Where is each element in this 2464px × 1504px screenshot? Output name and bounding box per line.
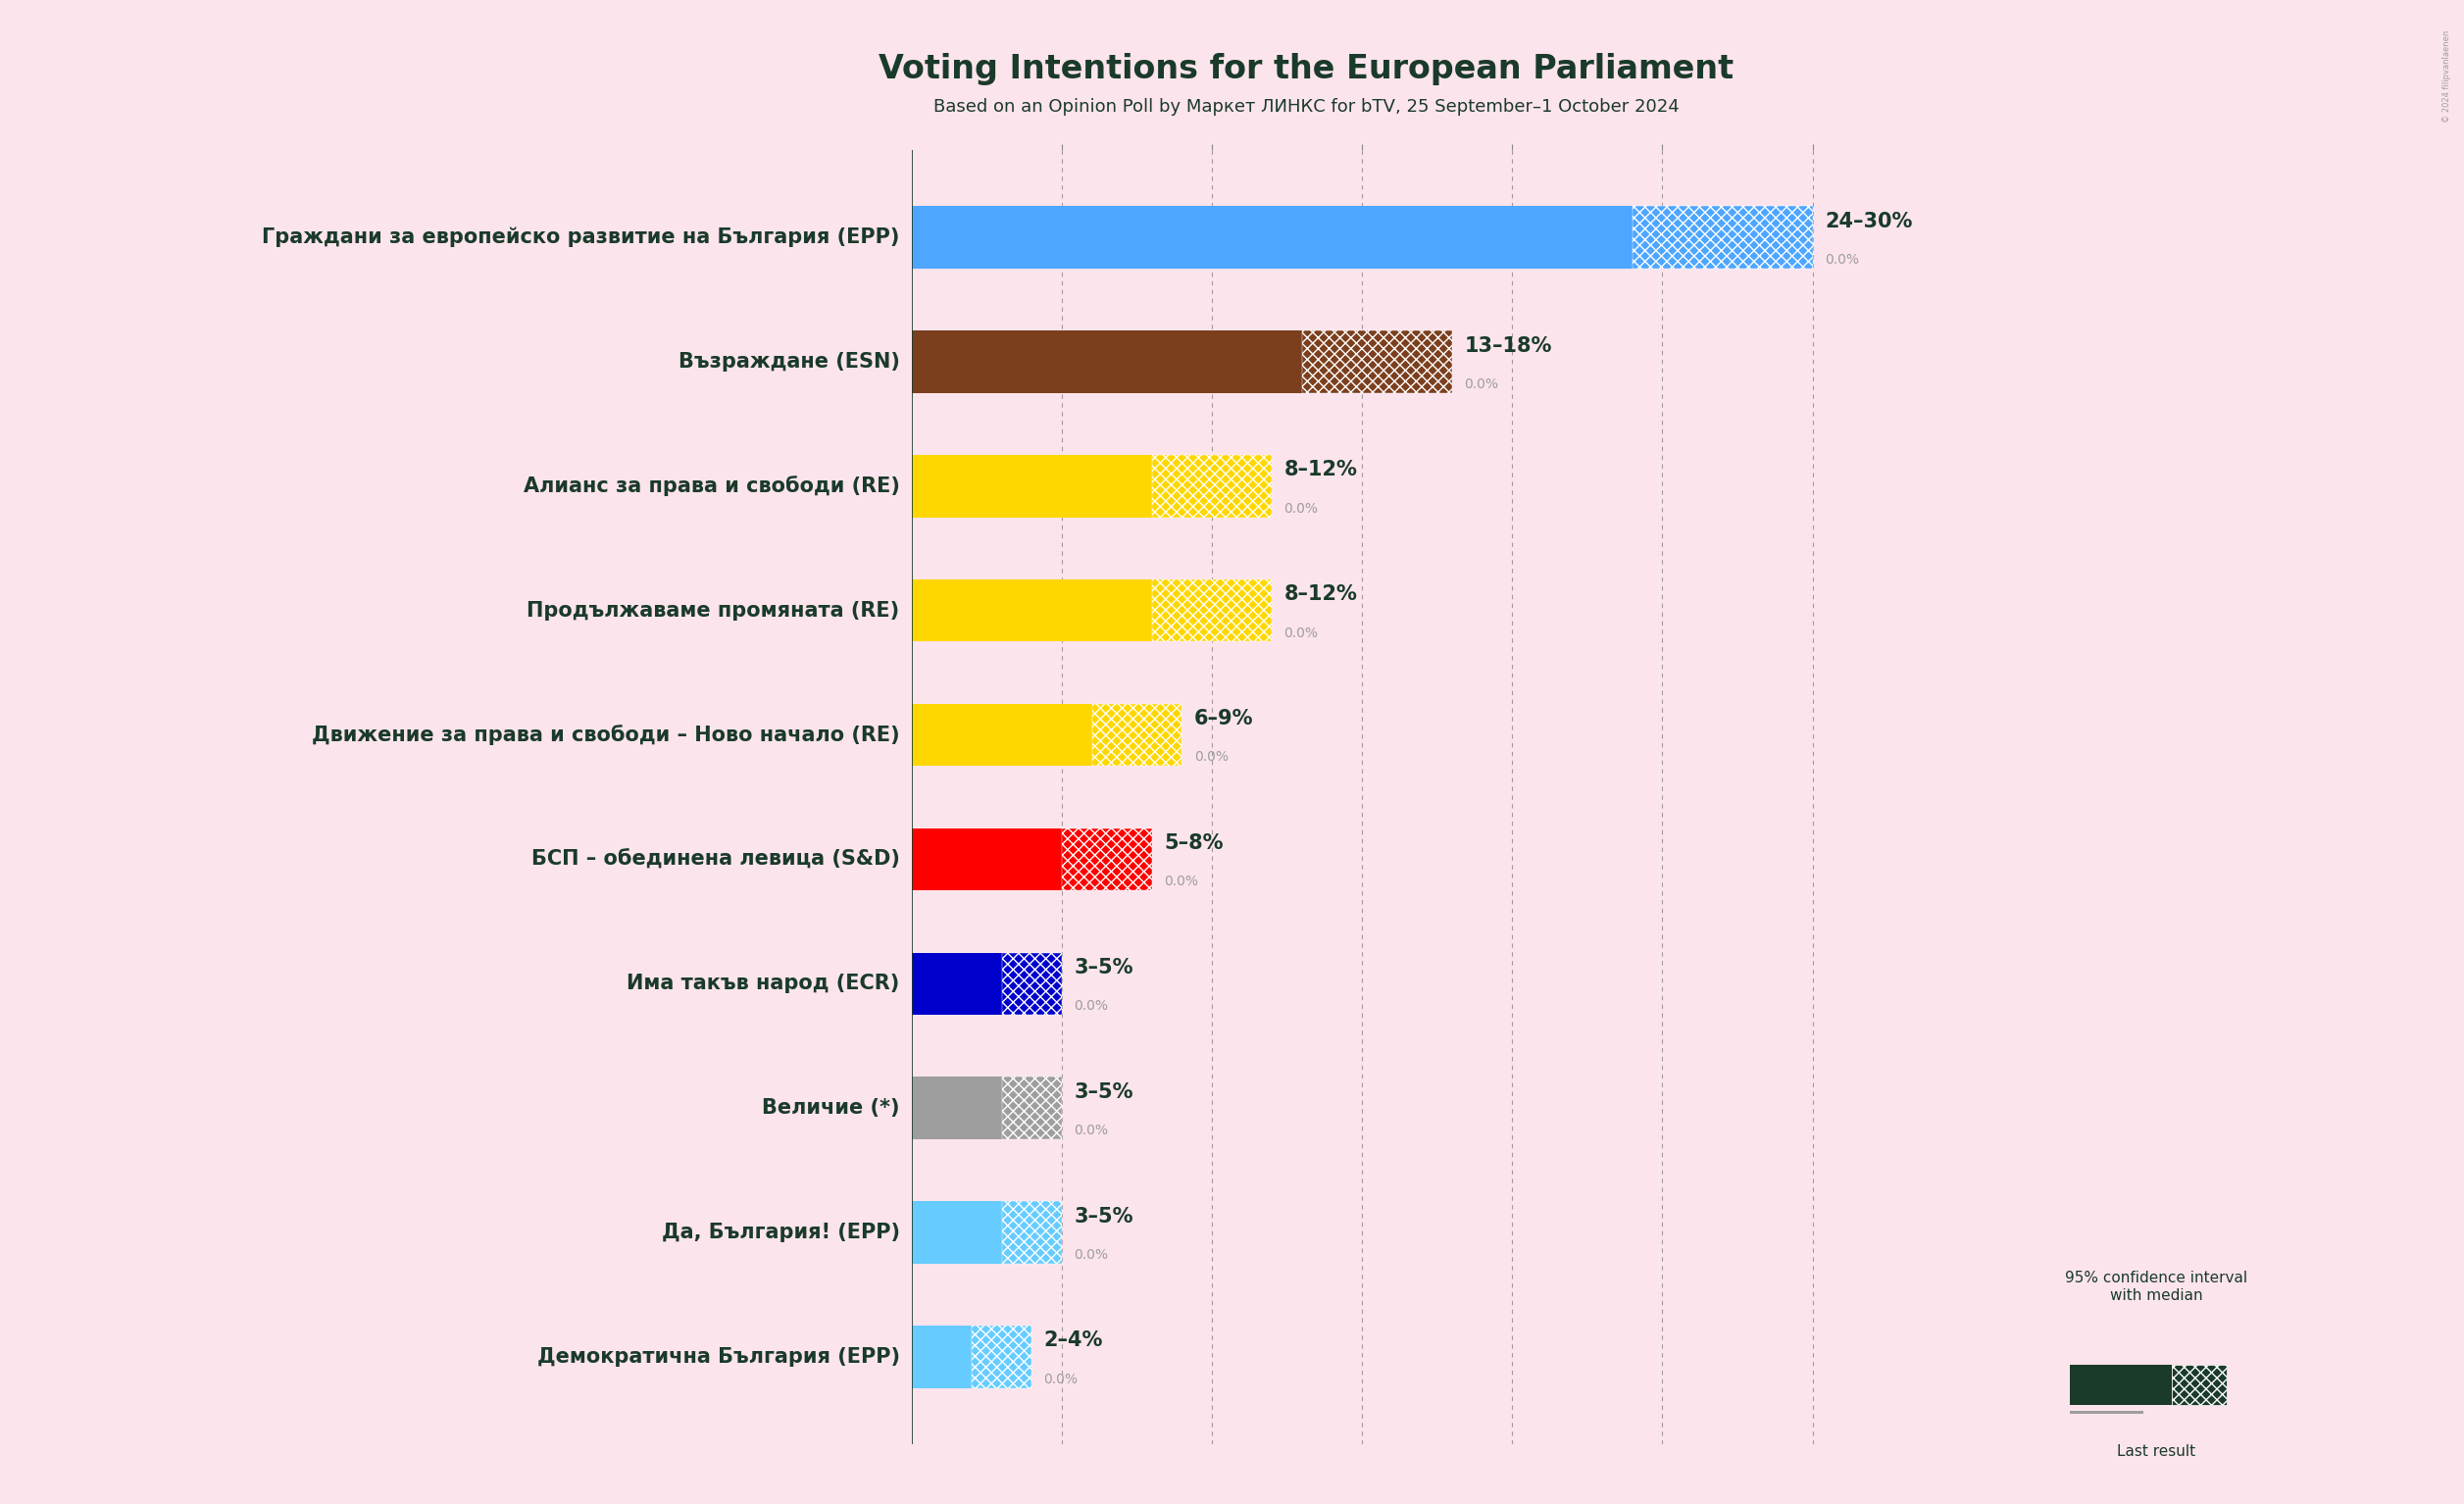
Bar: [912, 1077, 1003, 1139]
Text: Last result: Last result: [2117, 1444, 2195, 1459]
Bar: [1151, 579, 1271, 642]
Text: Продължаваме промяната (RE): Продължаваме промяната (RE): [527, 600, 899, 620]
Bar: [2070, 1366, 2171, 1405]
Text: 24–30%: 24–30%: [1823, 212, 1912, 232]
Text: 0.0%: 0.0%: [1284, 502, 1318, 516]
Text: Възраждане (ESN): Възраждане (ESN): [678, 352, 899, 371]
Text: Voting Intentions for the European Parliament: Voting Intentions for the European Parli…: [877, 53, 1735, 86]
Bar: [912, 704, 1092, 766]
Bar: [2171, 1366, 2227, 1405]
Bar: [912, 456, 1151, 517]
Bar: [1151, 456, 1271, 517]
Bar: [1003, 952, 1062, 1015]
Text: 0.0%: 0.0%: [1045, 1372, 1079, 1387]
Text: 0.0%: 0.0%: [1823, 253, 1858, 266]
Bar: [912, 331, 1301, 393]
Text: 8–12%: 8–12%: [1284, 460, 1358, 480]
Text: Алианс за права и свободи (RE): Алианс за права и свободи (RE): [522, 475, 899, 496]
Bar: [912, 1325, 971, 1388]
Text: 95% confidence interval
with median: 95% confidence interval with median: [2065, 1271, 2247, 1302]
Text: 0.0%: 0.0%: [1464, 378, 1498, 391]
Bar: [1003, 1202, 1062, 1263]
Text: БСП – обединена левица (S&D): БСП – обединена левица (S&D): [532, 850, 899, 869]
Bar: [971, 1325, 1032, 1388]
Bar: [912, 579, 1151, 642]
Text: 3–5%: 3–5%: [1074, 1206, 1133, 1226]
Text: 13–18%: 13–18%: [1464, 335, 1552, 355]
Text: Based on an Opinion Poll by Маркет ЛИНКС for bTV, 25 September–1 October 2024: Based on an Opinion Poll by Маркет ЛИНКС…: [934, 98, 1678, 116]
Text: 0.0%: 0.0%: [1284, 626, 1318, 639]
Text: Граждани за европейско развитие на България (EPP): Граждани за европейско развитие на Бълга…: [261, 227, 899, 248]
Text: 6–9%: 6–9%: [1195, 708, 1254, 728]
Text: Има такъв народ (ECR): Има такъв народ (ECR): [626, 975, 899, 994]
Text: 5–8%: 5–8%: [1163, 833, 1222, 853]
Text: Движение за права и свободи – Ново начало (RE): Движение за права и свободи – Ново начал…: [313, 725, 899, 744]
Bar: [1634, 206, 1814, 269]
Text: Демократична България (EPP): Демократична България (EPP): [537, 1348, 899, 1367]
Text: 2–4%: 2–4%: [1045, 1331, 1104, 1351]
Text: Да, България! (EPP): Да, България! (EPP): [660, 1223, 899, 1242]
Text: 0.0%: 0.0%: [1074, 1248, 1109, 1262]
Text: 8–12%: 8–12%: [1284, 585, 1358, 605]
Text: 3–5%: 3–5%: [1074, 1081, 1133, 1101]
Bar: [1301, 331, 1451, 393]
Bar: [1062, 829, 1151, 890]
Bar: [912, 206, 1634, 269]
Text: Величие (*): Величие (*): [761, 1098, 899, 1117]
Bar: [912, 952, 1003, 1015]
Text: 0.0%: 0.0%: [1074, 999, 1109, 1012]
Text: 0.0%: 0.0%: [1074, 1123, 1109, 1137]
Bar: [2070, 1411, 2144, 1430]
Text: 0.0%: 0.0%: [1195, 750, 1227, 764]
Text: © 2024 filipvanlaenen: © 2024 filipvanlaenen: [2442, 30, 2452, 122]
Text: 0.0%: 0.0%: [1163, 875, 1198, 889]
Text: 3–5%: 3–5%: [1074, 958, 1133, 978]
Bar: [912, 829, 1062, 890]
Bar: [1003, 1077, 1062, 1139]
Bar: [912, 1202, 1003, 1263]
Bar: [1092, 704, 1183, 766]
